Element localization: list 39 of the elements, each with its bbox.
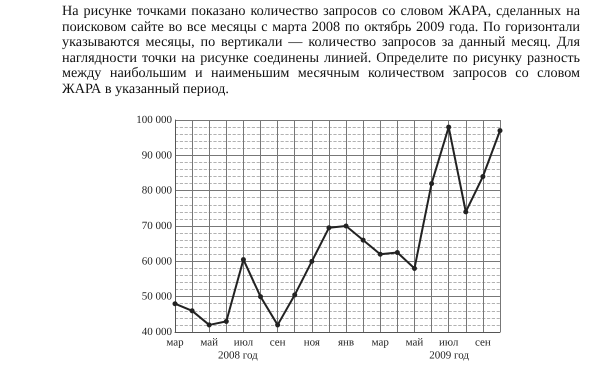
x-tick-label: июл xyxy=(234,336,254,348)
point xyxy=(360,238,366,243)
x-tick-label: ноя xyxy=(304,336,320,348)
point xyxy=(498,128,502,134)
x-tick-label: май xyxy=(200,336,218,348)
x-tick-label: сен xyxy=(474,336,491,348)
chart-title: На рисунке точками показано количество запросов со словом ЖАРА, сделанных на поисковом сайте во все месяцы с марта 2008 по октябрь 2009 года. По горизонтали указываются месяцы, по вертикали — количество запросов за данный месяц. Для наглядности точки на рисунке соединены линией. Определите по рисунку разность между наибольшим и наименьшим месячным количеством запросов со словом ЖАРА в указанный период. xyxy=(62,3,580,98)
point xyxy=(480,174,486,180)
y-tick-label: 70 000 xyxy=(142,220,172,232)
x-tick-label: мар xyxy=(372,336,390,348)
y-tick-label: 60 000 xyxy=(142,255,172,268)
point xyxy=(275,322,280,328)
text: 2009 год xyxy=(429,350,470,362)
text: 2008 год xyxy=(218,350,258,362)
x-tick-label: мар xyxy=(166,336,184,348)
point xyxy=(206,322,212,328)
point xyxy=(190,308,195,314)
x-tick-label: май xyxy=(406,336,424,348)
point xyxy=(429,181,434,186)
point xyxy=(326,225,332,230)
y-tick-label: 40 000 xyxy=(142,326,172,338)
y-tick-label: 100 000 xyxy=(136,114,172,126)
y-tick-label: 50 000 xyxy=(142,290,172,303)
point xyxy=(412,266,417,271)
point xyxy=(172,301,178,306)
x-tick-label: янв xyxy=(338,336,354,348)
point xyxy=(378,252,383,257)
point xyxy=(258,294,264,300)
point xyxy=(344,224,349,228)
x-tick-label: сен xyxy=(270,336,286,348)
y-tick-label: 80 000 xyxy=(142,184,172,197)
point xyxy=(394,250,400,255)
point xyxy=(463,209,468,214)
point xyxy=(446,124,452,130)
point xyxy=(224,318,229,324)
point xyxy=(309,258,314,264)
x-tick-label: июл xyxy=(439,336,459,348)
point xyxy=(292,292,298,298)
y-tick-label: 90 000 xyxy=(142,149,172,162)
